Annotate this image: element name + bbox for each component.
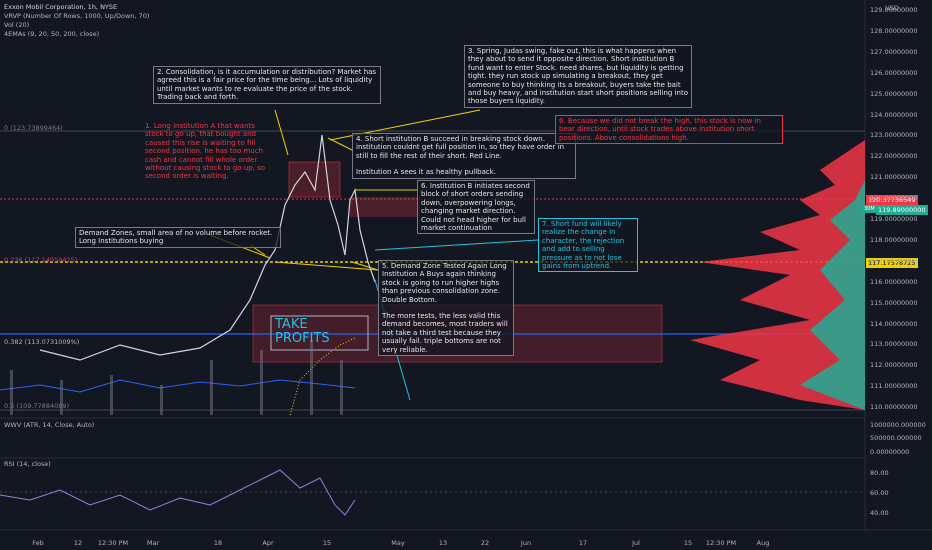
time-label: 12:30 PM [705, 539, 737, 547]
annotation: 2. Consolidation, is it accumulation or … [153, 66, 381, 104]
price-label: 114.00000000 [870, 319, 918, 328]
price-label: 118.00000000 [870, 235, 918, 244]
price-label: 117.00000000 [870, 256, 918, 265]
time-label: Aug [756, 539, 770, 547]
volume-profile [690, 140, 865, 410]
price-label: 127.00000000 [870, 47, 918, 56]
time-label: May [391, 539, 405, 547]
legend-title: Exxon Mobil Corporation, 1h, NYSE [4, 3, 118, 11]
price-label: 115.00000000 [870, 298, 918, 307]
price-label: 119.00000000 [870, 215, 918, 223]
fib-label: 0.382 (113.0731009%) [4, 338, 80, 346]
time-label: Jul [632, 539, 640, 547]
price-label: 126.00000000 [870, 68, 918, 77]
annotation: Demand Zones, small area of no volume be… [75, 227, 281, 248]
short-zone [350, 197, 420, 217]
time-label: 22 [480, 539, 490, 547]
rsi-label: 80.00 [870, 469, 889, 477]
fib-label: 0 (123.73899464) [4, 124, 63, 132]
annotation: 7. Short fund will likely realize the ch… [538, 218, 638, 273]
volume-label: 500000.000000 [870, 434, 922, 442]
price-path [39, 134, 376, 361]
ema-line [289, 337, 356, 416]
rsi-label: 60.00 [870, 489, 889, 497]
volume-label: 1000000.000000 [870, 421, 926, 429]
price-label: 129.00000000 [870, 6, 918, 14]
time-label: 12:30 PM [97, 539, 129, 547]
annotation: 5. Demand Zone Tested Again Long Institu… [378, 260, 514, 357]
volume-profile [800, 180, 865, 410]
price-label: 123.00000000 [870, 131, 918, 140]
time-label: 15 [322, 539, 332, 547]
pane-title: RSI (14, close) [4, 460, 51, 468]
price-label: 124.00000000 [870, 110, 918, 119]
price-label: 116.00000000 [870, 277, 918, 286]
annotation-text: Institution A sees it as healthy pullbac… [356, 168, 497, 177]
time-label: Apr [262, 539, 274, 547]
time-label: Jun [520, 539, 532, 547]
price-axis-bg [865, 0, 932, 550]
price-label: 111.00000000 [870, 382, 918, 391]
fib-label: 0.236 (117.14959425) [4, 256, 78, 264]
price-label: 120.00000000 [870, 194, 918, 203]
arrow [374, 239, 539, 251]
currency: USD [885, 4, 899, 12]
take-profits: TAKE PROFITS [275, 317, 330, 346]
legend-item: 4EMAs (9, 20, 50, 200, close) [4, 30, 100, 38]
annotation: 3. Spring, Judas swing, fake out, this i… [464, 45, 692, 108]
time-label: 13 [438, 539, 448, 547]
consolidation-zone [288, 161, 341, 198]
price-label: 113.00000000 [870, 340, 918, 349]
take-profits-box [270, 315, 369, 351]
legend-item: VRVP (Number Of Rows, 1000, Up/Down, 70) [4, 12, 150, 20]
volume-label: 0.00000000 [870, 448, 910, 456]
annotation-text: The more tests, the less valid this dema… [382, 312, 508, 354]
pane-title: WWV (ATR, 14, Close, Auto) [4, 421, 95, 429]
annotation-text: 4. Short institution B succeed in breaki… [356, 135, 565, 160]
annotation-text: 5. Demand Zone Tested Again Long Institu… [382, 262, 507, 304]
indicator-line [0, 379, 356, 393]
rsi-label: 40.00 [870, 509, 889, 517]
annotation: 6. Institution B initiates second block … [417, 180, 535, 235]
annotation: 1. Long institution A that wants stock t… [145, 122, 266, 181]
rsi-line [0, 469, 356, 516]
price-tag: 30M [862, 205, 877, 213]
price-label: 128.00000000 [870, 26, 918, 35]
price-label: 110.00000000 [870, 403, 918, 412]
price-label: 121.00000000 [870, 173, 918, 182]
time-label: 18 [213, 539, 223, 547]
price-label: 122.00000000 [870, 152, 918, 161]
time-label: 12 [73, 539, 83, 547]
annotation: 4. Short institution B succeed in breaki… [352, 133, 576, 179]
price-label: 125.00000000 [870, 89, 918, 98]
time-label: 15 [683, 539, 693, 547]
time-label: Mar [146, 539, 160, 547]
time-label: Feb [32, 539, 44, 547]
fib-label: 0.5 (109.77884089) [4, 402, 70, 410]
annotation: 6. Because we did not break the high, th… [555, 115, 783, 145]
volume-bars [10, 340, 343, 415]
legend-item: Vol (20) [4, 21, 30, 29]
price-tag: 119.89000000 [876, 205, 928, 215]
price-label: 112.00000000 [870, 361, 918, 370]
time-label: 17 [578, 539, 588, 547]
price-tag: 117.17578725 [866, 258, 918, 268]
price-tag: 120.37736549 [866, 195, 918, 205]
